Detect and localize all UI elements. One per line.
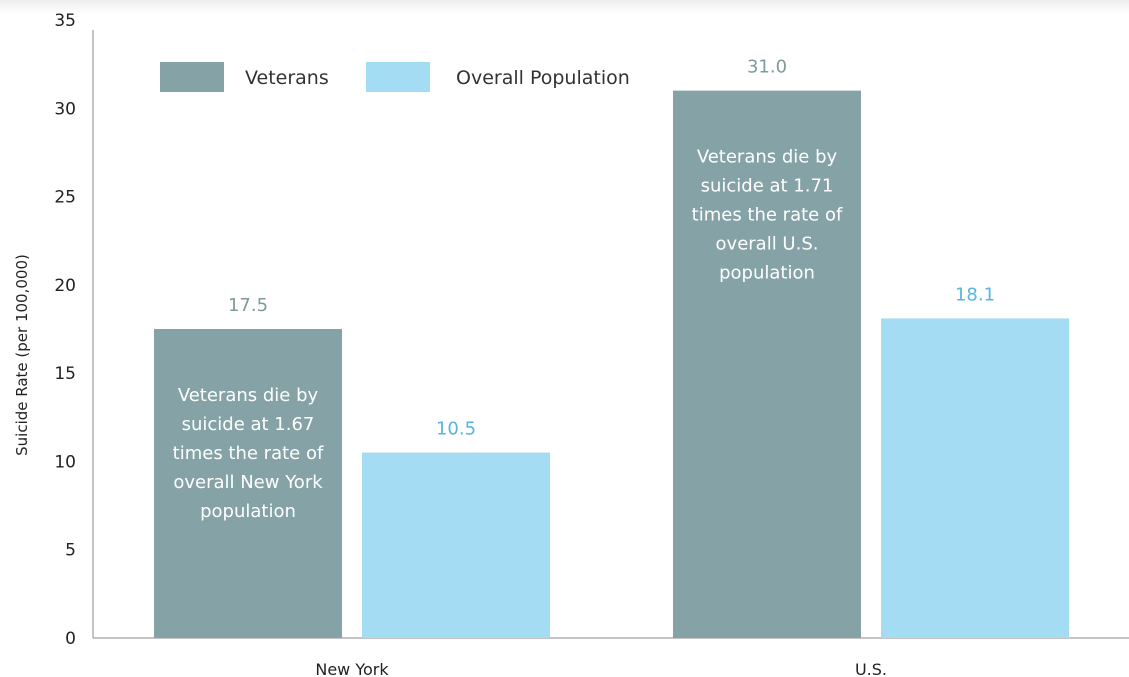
bars <box>154 90 1069 639</box>
annotation-line: population <box>719 263 815 284</box>
y-tick-label: 35 <box>54 11 76 31</box>
bar-veterans <box>154 329 342 638</box>
legend: Veterans Overall Population <box>160 62 630 92</box>
data-label: 10.5 <box>436 419 476 440</box>
legend-label: Overall Population <box>456 67 630 89</box>
top-fade-strip <box>0 0 1129 14</box>
bar-annotation: Veterans die by suicide at 1.71 times the … <box>692 147 843 284</box>
y-axis-label: Suicide Rate (per 100,000) <box>13 254 31 456</box>
annotation-line: suicide at 1.71 <box>701 176 834 197</box>
y-tick-label: 10 <box>54 452 76 472</box>
legend-swatch-overall <box>366 62 430 92</box>
y-tick-label: 25 <box>54 188 76 208</box>
data-label: 17.5 <box>228 295 268 316</box>
value-labels: 17.5 10.5 31.0 18.1 <box>228 57 995 440</box>
y-tick-label: 20 <box>54 276 76 296</box>
data-label: 18.1 <box>955 284 995 305</box>
y-tick-label: 15 <box>54 364 76 384</box>
y-tick-label: 0 <box>65 629 76 649</box>
legend-swatch-veterans <box>160 62 224 92</box>
annotation-line: times the rate of <box>692 205 843 226</box>
bar-overall <box>881 318 1069 638</box>
x-category-label: U.S. <box>855 660 887 677</box>
annotation-line: times the rate of <box>173 443 324 464</box>
y-tick-label: 30 <box>54 99 76 119</box>
annotation-line: population <box>200 501 296 522</box>
bar-overall <box>362 452 550 638</box>
annotations: Veterans die by suicide at 1.67 times the … <box>173 147 843 522</box>
data-label: 31.0 <box>747 57 787 78</box>
legend-label: Veterans <box>245 67 329 89</box>
annotation-line: Veterans die by <box>178 385 319 406</box>
annotation-line: Veterans die by <box>697 147 838 168</box>
x-category-label: New York <box>315 660 389 677</box>
annotation-line: overall U.S. <box>716 234 819 255</box>
bar-annotation: Veterans die by suicide at 1.67 times the … <box>173 385 324 522</box>
annotation-line: overall New York <box>173 472 323 493</box>
y-tick-labels: 0 5 10 15 20 25 30 35 <box>54 11 76 649</box>
bar-veterans <box>673 90 861 639</box>
annotation-line: suicide at 1.67 <box>182 414 315 435</box>
y-tick-label: 5 <box>65 541 76 561</box>
category-labels: New York U.S. <box>315 660 887 677</box>
